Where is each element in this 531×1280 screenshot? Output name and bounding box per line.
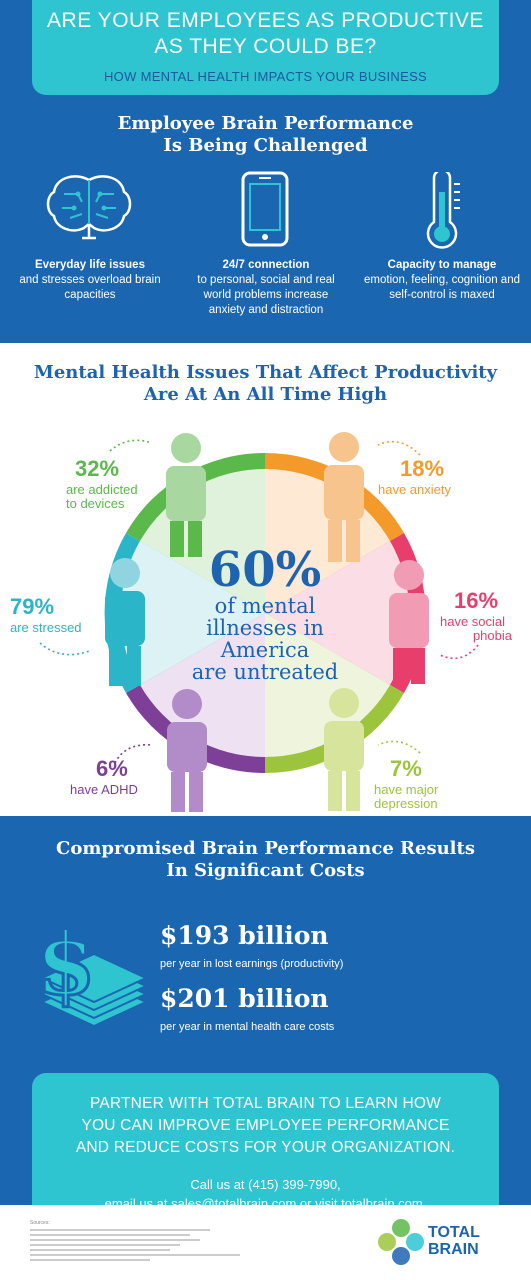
logo-line-1: TOTAL <box>428 1224 480 1241</box>
stat-stressed-label: are stressed <box>10 620 82 635</box>
center-line-1: of mental <box>214 594 316 618</box>
footer: Sources: TOTAL BRAIN <box>0 1205 531 1280</box>
item-2-text: to personal, social and real world probl… <box>197 274 335 316</box>
issues-heading-line-1: Mental Health Issues That Affect Product… <box>33 362 498 383</box>
performance-heading-line-1: Employee Brain Performance <box>117 113 414 134</box>
cta-line-3: AND REDUCE COSTS FOR YOUR ORGANIZATION. <box>75 1139 456 1156</box>
header-section: ARE YOUR EMPLOYEES AS PRODUCTIVE AS THEY… <box>0 0 531 343</box>
stat-depression-l1: have major <box>374 782 439 797</box>
person-stressed-icon <box>105 558 145 686</box>
center-line-4: are untreated <box>191 660 339 684</box>
costs-heading: Compromised Brain Performance Results In… <box>0 838 531 882</box>
performance-heading-line-2: Is Being Challenged <box>163 135 368 156</box>
svg-text:$: $ <box>36 916 96 1015</box>
issues-section: Mental Health Issues That Affect Product… <box>0 343 531 816</box>
stat-anxiety-pct: 18% <box>400 456 445 481</box>
issues-heading-line-2: Are At An All Time High <box>143 384 388 405</box>
stat-phobia-label: have social phobia <box>440 615 512 643</box>
person-phobia-icon <box>389 560 429 684</box>
stat-depression-label: have major depression <box>374 783 438 811</box>
cost-desc-1: per year in lost earnings (productivity) <box>160 958 344 970</box>
cta-line-2: YOU CAN IMPROVE EMPLOYEE PERFORMANCE <box>81 1117 450 1134</box>
money-stack-icon: $ <box>35 916 149 1028</box>
performance-item-2: 24/7 connection to personal, social and … <box>186 258 346 318</box>
stat-depression-pct: 7% <box>390 756 422 781</box>
cost-amount-1: $193 billion <box>160 921 329 950</box>
item-2-bold: 24/7 connection <box>222 259 310 271</box>
stat-devices-pct: 32% <box>75 456 120 481</box>
sources-label: Sources: <box>30 1220 50 1226</box>
callout-arrows <box>39 439 479 764</box>
stat-devices-l1: are addicted <box>66 482 138 497</box>
page-title: ARE YOUR EMPLOYEES AS PRODUCTIVE AS THEY… <box>32 8 499 60</box>
performance-item-1: Everyday life issues and stresses overlo… <box>10 258 170 303</box>
total-brain-logo-text[interactable]: TOTAL BRAIN <box>428 1224 480 1258</box>
stat-devices-label: are addicted to devices <box>66 483 138 511</box>
stat-phobia-l2: phobia <box>472 628 512 643</box>
cta-line-1: PARTNER WITH TOTAL BRAIN TO LEARN HOW <box>89 1095 442 1112</box>
issues-heading: Mental Health Issues That Affect Product… <box>0 362 531 406</box>
stat-phobia-pct: 16% <box>454 588 499 613</box>
cost-amount-2: $201 billion <box>160 984 329 1013</box>
stat-phobia-l1: have social <box>440 614 506 629</box>
center-percent: 60% <box>208 542 322 598</box>
thermometer-icon <box>426 172 460 249</box>
center-line-2: illnesses in <box>206 616 324 640</box>
person-devices-icon <box>166 433 206 557</box>
item-3-text: emotion, feeling, cognition and self-con… <box>364 274 520 301</box>
person-anxiety-icon <box>324 432 364 562</box>
center-line-3: America <box>220 638 310 662</box>
issues-wheel <box>39 432 479 812</box>
title-line-1: ARE YOUR EMPLOYEES AS PRODUCTIVE <box>47 9 484 32</box>
costs-section: Compromised Brain Performance Results In… <box>0 816 531 1055</box>
stat-adhd-label: have ADHD <box>70 782 138 797</box>
item-1-bold: Everyday life issues <box>35 259 145 271</box>
stat-depression-l2: depression <box>374 796 438 811</box>
person-depression-icon <box>324 688 364 811</box>
stat-stressed-pct: 79% <box>10 594 55 619</box>
title-line-2: AS THEY COULD BE? <box>154 35 377 58</box>
logo-line-2: BRAIN <box>428 1241 479 1258</box>
person-adhd-icon <box>167 689 207 812</box>
title-banner: ARE YOUR EMPLOYEES AS PRODUCTIVE AS THEY… <box>32 0 499 95</box>
total-brain-logo-icon[interactable] <box>378 1219 424 1265</box>
performance-item-3: Capacity to manage emotion, feeling, cog… <box>362 258 522 303</box>
stat-devices-l2: to devices <box>66 496 125 511</box>
cost-desc-2: per year in mental health care costs <box>160 1021 335 1033</box>
phone-icon <box>241 171 289 247</box>
page-subtitle: HOW MENTAL HEALTH IMPACTS YOUR BUSINESS <box>103 69 428 84</box>
stat-anxiety-label: have anxiety <box>378 482 451 497</box>
stat-adhd-pct: 6% <box>96 756 128 781</box>
costs-heading-line-2: In Significant Costs <box>166 860 365 881</box>
item-1-text: and stresses overload brain capacities <box>19 274 161 301</box>
sources: Sources: <box>30 1220 240 1261</box>
performance-heading: Employee Brain Performance Is Being Chal… <box>0 113 531 157</box>
cta-phone[interactable]: Call us at (415) 399-7990, <box>190 1177 341 1192</box>
brain-icon <box>46 175 132 240</box>
center-stat: 60% of mental illnesses in America are u… <box>185 545 345 683</box>
item-3-bold: Capacity to manage <box>387 259 497 271</box>
cta-section: PARTNER WITH TOTAL BRAIN TO LEARN HOW YO… <box>0 1055 531 1265</box>
cta-title: PARTNER WITH TOTAL BRAIN TO LEARN HOW YO… <box>32 1093 499 1159</box>
costs-heading-line-1: Compromised Brain Performance Results <box>56 838 475 859</box>
